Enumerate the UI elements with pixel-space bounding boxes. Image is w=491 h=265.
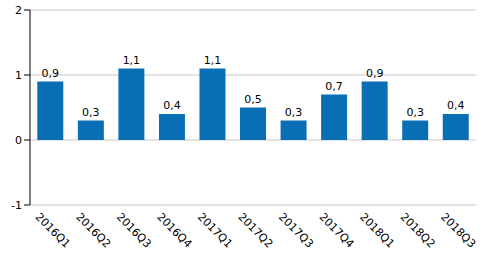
svg-text:2016Q4: 2016Q4 [154,210,194,250]
svg-text:0,3: 0,3 [285,106,303,119]
svg-text:2018Q3: 2018Q3 [438,210,478,250]
svg-text:2017Q2: 2017Q2 [235,210,275,250]
svg-text:2016Q2: 2016Q2 [73,210,113,250]
svg-text:-1: -1 [11,199,22,212]
svg-text:2016Q1: 2016Q1 [33,210,73,250]
svg-text:1,1: 1,1 [204,54,222,67]
svg-text:1: 1 [15,69,22,82]
svg-text:2017Q3: 2017Q3 [276,210,316,250]
svg-text:0,4: 0,4 [163,99,181,112]
svg-text:2016Q3: 2016Q3 [114,210,154,250]
svg-text:2: 2 [15,4,22,17]
svg-text:0,9: 0,9 [42,67,60,80]
svg-text:0,7: 0,7 [325,80,343,93]
svg-text:0,9: 0,9 [366,67,384,80]
svg-text:2017Q4: 2017Q4 [317,210,357,250]
svg-text:0,3: 0,3 [82,106,100,119]
svg-text:0,5: 0,5 [244,93,262,106]
svg-text:2017Q1: 2017Q1 [195,210,235,250]
svg-text:0: 0 [15,134,22,147]
svg-text:1,1: 1,1 [123,54,141,67]
svg-text:0,3: 0,3 [406,106,424,119]
svg-text:0,4: 0,4 [447,99,465,112]
svg-text:2018Q2: 2018Q2 [398,210,438,250]
svg-text:2018Q1: 2018Q1 [357,210,397,250]
